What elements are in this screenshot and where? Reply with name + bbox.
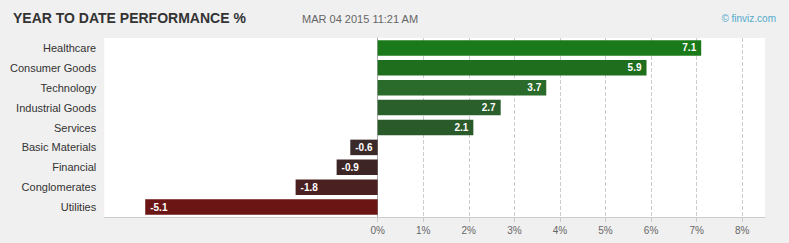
svg-text:2%: 2% <box>462 225 477 236</box>
svg-text:Industrial Goods: Industrial Goods <box>16 102 97 114</box>
svg-text:2.7: 2.7 <box>482 102 496 113</box>
svg-text:3.7: 3.7 <box>527 82 541 93</box>
svg-text:Healthcare: Healthcare <box>43 42 96 54</box>
svg-text:0%: 0% <box>370 225 385 236</box>
svg-text:3%: 3% <box>507 225 522 236</box>
svg-text:Services: Services <box>54 122 97 134</box>
svg-text:5.9: 5.9 <box>628 62 642 73</box>
svg-text:© finviz.com: © finviz.com <box>721 13 776 24</box>
svg-text:6%: 6% <box>644 225 659 236</box>
svg-text:5%: 5% <box>598 225 613 236</box>
svg-text:-0.9: -0.9 <box>342 162 360 173</box>
svg-text:Technology: Technology <box>41 82 97 94</box>
svg-text:Consumer Goods: Consumer Goods <box>10 62 97 74</box>
svg-text:Utilities: Utilities <box>61 201 97 213</box>
svg-text:YEAR TO DATE PERFORMANCE %: YEAR TO DATE PERFORMANCE % <box>13 10 246 26</box>
svg-text:-5.1: -5.1 <box>150 202 168 213</box>
svg-text:2.1: 2.1 <box>454 122 468 133</box>
svg-text:1%: 1% <box>416 225 431 236</box>
svg-text:MAR 04 2015 11:21 AM: MAR 04 2015 11:21 AM <box>302 13 418 25</box>
svg-text:7%: 7% <box>689 225 704 236</box>
svg-text:Conglomerates: Conglomerates <box>22 181 97 193</box>
svg-text:8%: 8% <box>735 225 750 236</box>
svg-text:-1.8: -1.8 <box>301 182 319 193</box>
svg-text:Financial: Financial <box>52 161 96 173</box>
svg-text:4%: 4% <box>553 225 568 236</box>
svg-text:-0.6: -0.6 <box>355 142 373 153</box>
svg-text:7.1: 7.1 <box>682 42 696 53</box>
svg-text:Basic Materials: Basic Materials <box>22 141 97 153</box>
